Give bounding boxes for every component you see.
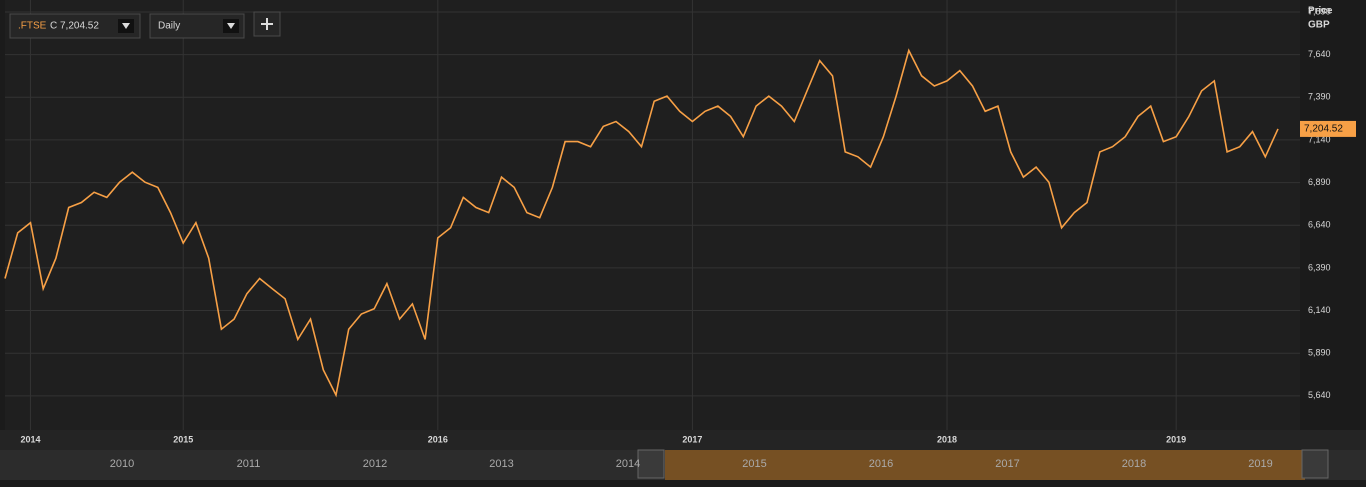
plot [4, 0, 1300, 430]
y-tick-label: 7,390 [1308, 92, 1331, 102]
navigator-label: 2019 [1248, 458, 1272, 470]
plot-area [5, 0, 1300, 430]
navigator-handle[interactable] [1301, 449, 1329, 479]
y-tick-label: 6,140 [1308, 305, 1331, 315]
x-tick-label: 2015 [173, 434, 193, 444]
price-line [4, 48, 1279, 398]
y-tick-label: 5,890 [1308, 348, 1331, 358]
dropdown-arrow [227, 23, 235, 29]
y-tick-label: 6,890 [1308, 177, 1331, 187]
y-tick-label: 6,640 [1308, 220, 1331, 230]
x-tick-label: 2014 [20, 434, 40, 444]
x-tick-label: 2017 [682, 434, 702, 444]
toolbar: .FTSE C 7,204.52 Daily [9, 11, 281, 39]
interval: Daily [158, 21, 180, 32]
x-axis-strip [0, 430, 1366, 450]
plus-icon [261, 18, 273, 30]
price-tag: 7,204.52 [1304, 124, 1343, 135]
x-tick-label: 2016 [428, 434, 448, 444]
y-tick-label: 5,640 [1308, 390, 1331, 400]
navigator-label: 2013 [489, 458, 513, 470]
navigator-label: 2018 [1122, 458, 1146, 470]
navigator-handle[interactable] [637, 449, 665, 479]
dropdown-arrow [122, 23, 130, 29]
y-tick-label: 7,890 [1308, 6, 1331, 16]
y-tick-label: 7,640 [1308, 49, 1331, 59]
price-tag-box [1300, 120, 1356, 137]
add-button[interactable] [253, 11, 281, 37]
navigator-label: 2014 [616, 458, 640, 470]
x-tick-label: 2019 [1166, 434, 1186, 444]
y-tick-label: 6,390 [1308, 262, 1331, 272]
navigator-label: 2015 [742, 458, 766, 470]
navigator-window[interactable] [665, 450, 1305, 480]
navigator-label: 2012 [363, 458, 387, 470]
navigator-label: 2016 [869, 458, 893, 470]
navigator-label: 2011 [237, 458, 261, 470]
navigator-label: 2010 [110, 458, 134, 470]
quote: C 7,204.52 [50, 21, 99, 32]
y-axis-unit: GBP [1308, 20, 1330, 31]
x-tick-label: 2018 [937, 434, 957, 444]
y-tick-label: 7,140 [1308, 134, 1331, 144]
symbol: .FTSE [18, 21, 47, 32]
y-axis-title: Price [1308, 6, 1333, 17]
navigator-label: 2017 [995, 458, 1019, 470]
